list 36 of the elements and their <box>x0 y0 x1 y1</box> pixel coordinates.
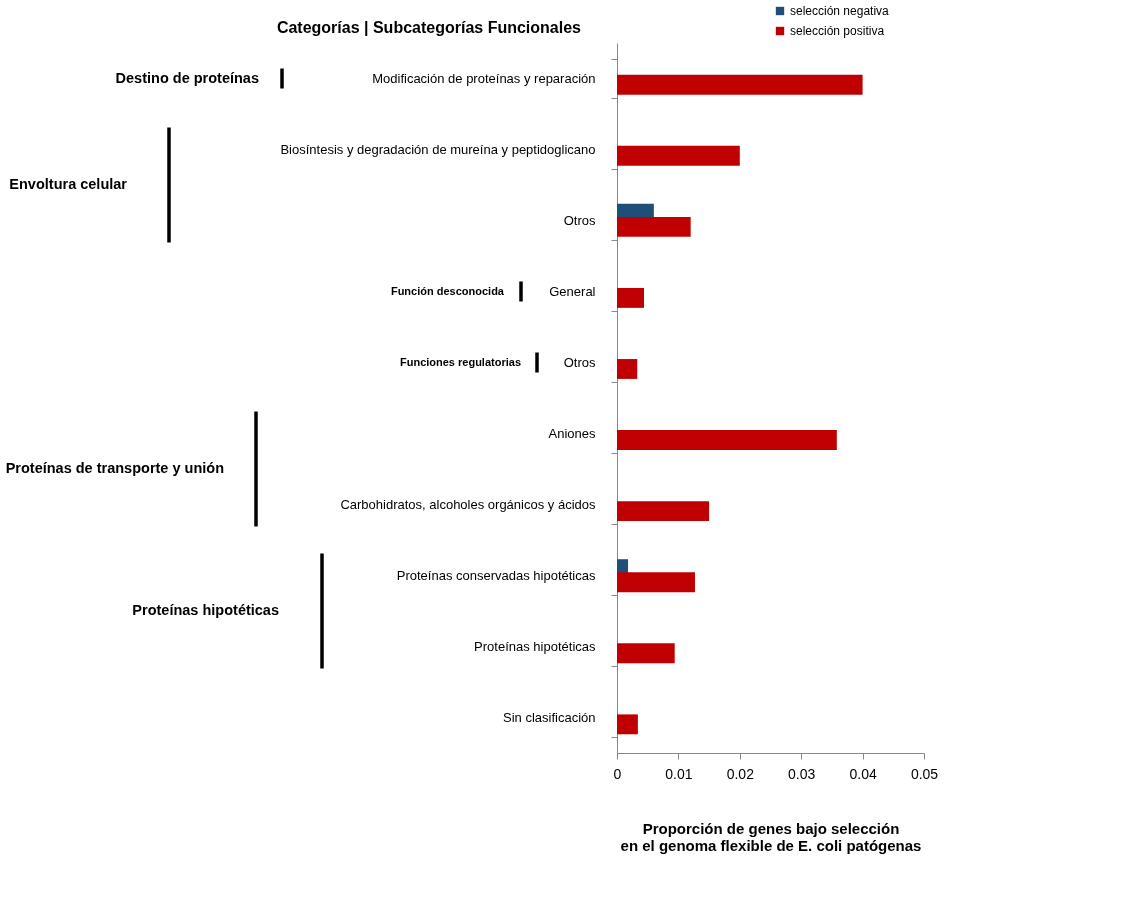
text: Funciones regulatorias <box>399 355 521 368</box>
y-tick-label: Carbohidratos, alcoholes orgánicos y ácidos <box>340 497 596 513</box>
text: Función desconocida <box>390 284 505 297</box>
bar <box>617 216 691 237</box>
text: Proteínas de transporte y unión <box>5 460 224 476</box>
x-tick-label: 0 <box>613 765 622 782</box>
y-tick-label: General <box>549 283 596 299</box>
y-tick-label: Modificación de proteínas y reparación <box>372 70 596 86</box>
text: Proteínas hipotéticas <box>132 602 279 618</box>
bar <box>617 501 710 522</box>
bar <box>617 430 837 450</box>
x-tick-label: 0.01 <box>665 765 693 782</box>
legend-label: selección negativa <box>790 4 890 18</box>
bar <box>617 572 695 593</box>
y-tick-label: Biosíntesis y degradación de mureína y peptidoglicano <box>280 141 596 157</box>
bar <box>617 287 645 308</box>
y-tick-label: Proteínas conservadas hipotéticas <box>396 568 596 584</box>
text: Envoltura celular <box>9 176 128 192</box>
y-tick-label: Sin clasificación <box>503 710 596 726</box>
x-axis-title: Proporción de genes bajo selección en el genoma flexible de E. coli patógenas <box>620 819 922 854</box>
x-tick-label: 0.04 <box>849 765 877 782</box>
bar <box>617 145 740 166</box>
bar <box>617 74 863 95</box>
y-tick-label: Otros <box>563 354 596 370</box>
bar <box>617 359 638 379</box>
text: Categorías | Subcategorías Funcionales <box>276 19 582 36</box>
bar <box>617 714 638 735</box>
bar <box>617 643 675 664</box>
y-tick-label: Otros <box>563 212 596 228</box>
text: Destino de proteínas <box>115 69 259 86</box>
y-tick-label: Aniones <box>548 426 596 442</box>
legend-label: selección positiva <box>790 24 885 38</box>
x-tick-label: 0.05 <box>910 765 939 782</box>
x-tick-label: 0.03 <box>788 765 816 782</box>
x-tick-label: 0.02 <box>726 765 755 782</box>
y-tick-label: Proteínas hipotéticas <box>474 639 596 655</box>
